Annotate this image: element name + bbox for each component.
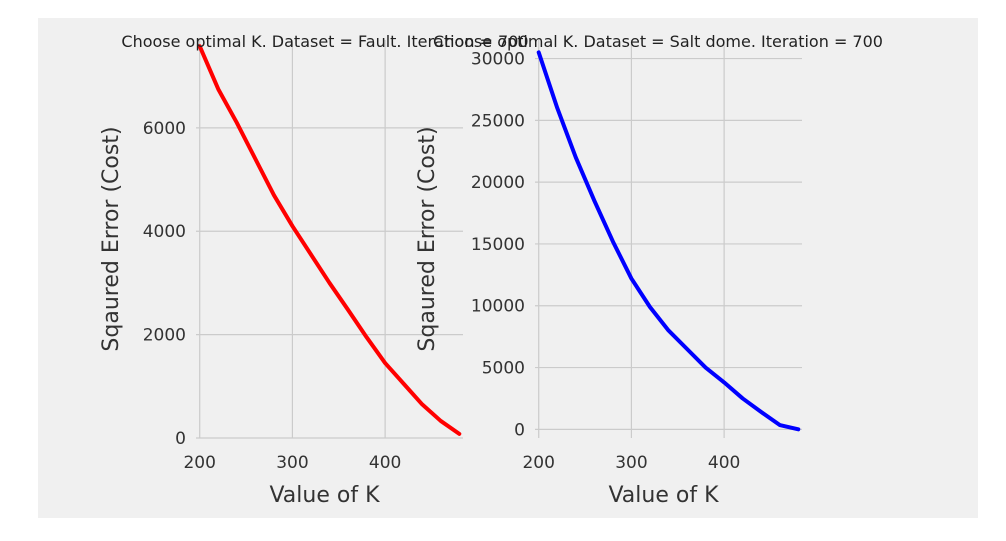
x-tick-label: 200 [183,453,215,473]
y-tick-label: 25000 [471,111,525,131]
x-axis-label: Value of K [608,483,719,508]
y-tick-label: 20000 [471,173,525,193]
y-tick-label: 0 [514,420,525,440]
series-line-fault [197,44,462,436]
y-axis-label: Sqaured Error (Cost) [99,126,124,351]
y-tick-label: 0 [175,429,186,449]
x-tick-label: 400 [708,453,740,473]
chart-panel-fault: 0 2000 4000 6000 200 300 400 Value of K Sqaured … [99,32,529,508]
x-axis-label: Value of K [269,483,380,508]
series-line-salt-dome [536,50,801,432]
figure-background [38,18,978,518]
y-tick-label: 6000 [143,119,186,139]
x-tick-label: 200 [522,453,554,473]
y-tick-label: 4000 [143,222,186,242]
chart-title: Choose optimal K. Dataset = Fault. Itera… [121,32,528,51]
chart-panel-salt-dome: 0 5000 10000 15000 20000 25000 30000 200 300 400 V… [415,32,883,508]
y-tick-label: 15000 [471,235,525,255]
x-tick-label: 300 [276,453,308,473]
y-tick-label: 30000 [471,50,525,70]
y-tick-label: 2000 [143,326,186,346]
y-tick-label: 5000 [482,359,525,379]
y-axis-label: Sqaured Error (Cost) [415,126,440,351]
chart-title: Choose optimal K. Dataset = Salt dome. I… [433,32,883,51]
x-tick-label: 300 [615,453,647,473]
x-tick-label: 400 [369,453,401,473]
y-tick-label: 10000 [471,297,525,317]
